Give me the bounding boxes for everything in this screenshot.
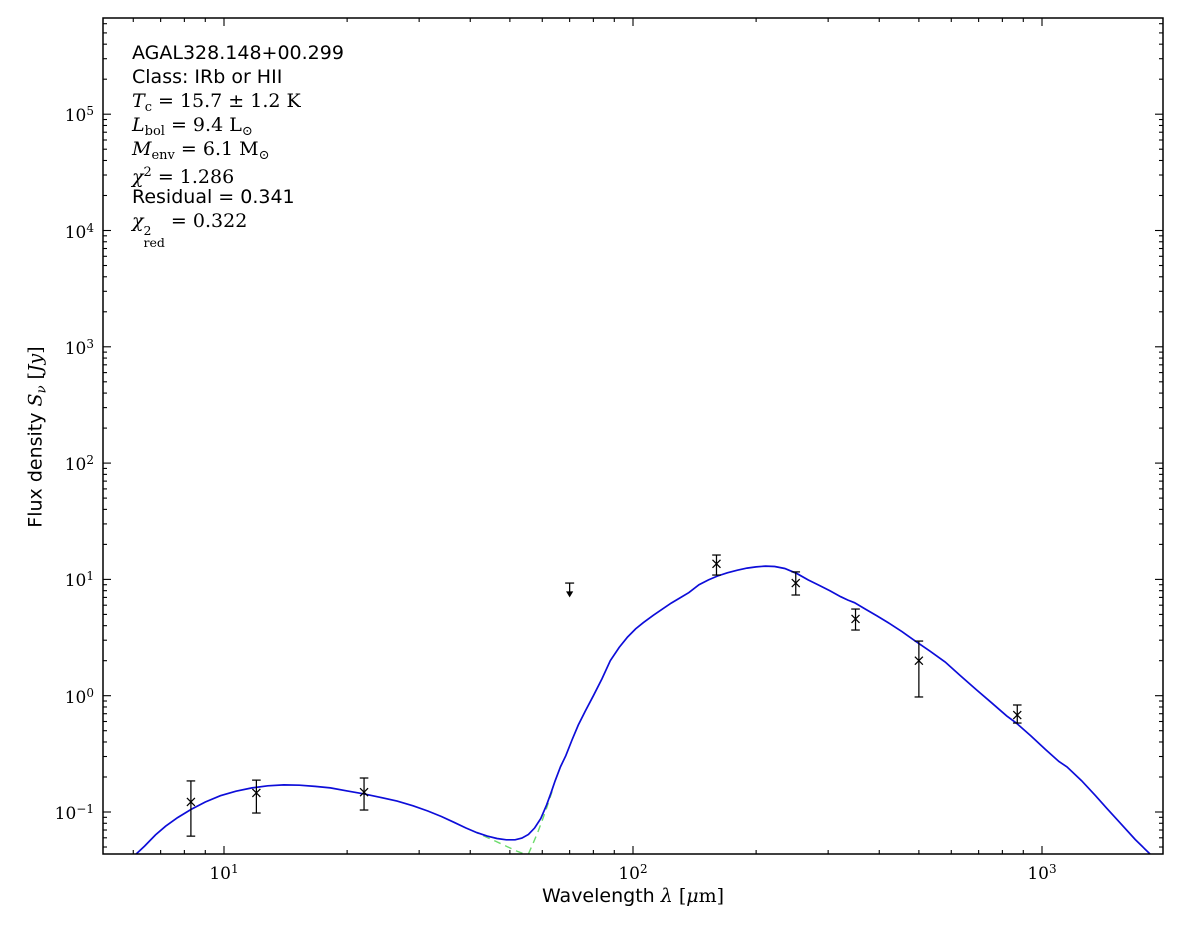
flux-symbol: S [24,393,47,407]
y-tick-label: 101 [30,566,94,591]
y-tick-label: 103 [30,334,94,359]
tick-exponent: 3 [86,336,94,351]
chi-symbol: χ [132,210,144,232]
x-marker [359,787,369,797]
y-tick-label: 102 [30,450,94,475]
annotation-box: AGAL328.148+00.299 Class: IRb or HII Tc … [132,41,344,249]
x-marker [851,614,860,624]
model-curves [135,565,1151,854]
mass-line: Menv = 6.1 M⊙ [132,137,344,163]
chi-exponent: 2 [143,165,152,180]
x-label-unit: m] [698,885,725,907]
data-point [1012,704,1022,724]
chi-symbol: χ [132,166,144,188]
tick-mantissa: 10 [618,864,640,884]
model-sed-curve [135,565,1151,854]
tick-exponent: 1 [86,569,94,584]
temperature-value: = 15.7 ± 1.2 K [151,90,301,112]
temperature-subscript: c [144,100,152,115]
chi-value: = 1.286 [151,166,235,188]
x-label-bracket: [ [672,885,687,907]
tick-mantissa: 10 [64,222,87,243]
tick-exponent: 3 [1049,862,1057,876]
data-point [186,780,196,837]
tick-mantissa: 10 [54,804,77,824]
sed-component-curve [472,830,525,854]
tick-exponent: 4 [86,220,94,235]
chi-red-value: = 0.322 [164,210,248,232]
tick-mantissa: 10 [1027,864,1049,884]
x-marker [251,788,261,798]
residual-line: Residual = 0.341 [132,186,295,208]
x-tick-label: 103 [1027,859,1056,884]
x-marker [186,797,196,807]
luminosity-symbol: L [132,114,145,136]
tick-exponent: 1 [231,862,239,876]
plot-frame [102,17,1164,855]
y-label-bracket: ] [24,346,47,354]
source-name: AGAL328.148+00.299 [132,42,344,64]
tick-mantissa: 10 [64,338,87,359]
tick-exponent: 2 [86,453,94,468]
x-marker [712,559,721,569]
sun-symbol: ⊙ [258,148,270,163]
data-point [791,571,801,596]
tick-mantissa: 10 [64,687,87,708]
y-label-unit: Jy [24,353,47,373]
tick-mantissa: 10 [209,864,231,884]
x-marker [791,578,801,588]
temperature-line: Tc = 15.7 ± 1.2 K [132,89,344,115]
mass-value: = 6.1 M [174,138,259,160]
y-tick-label: 100 [30,683,94,708]
chi-red-subscript: red [143,235,165,250]
x-axis-label: Wavelength λ [μm] [542,885,724,907]
y-tick-label: 104 [30,218,94,243]
chi-squared-reduced-line: χ 2 red = 0.322 [132,209,344,249]
sun-symbol: ⊙ [241,124,253,139]
x-label-text: Wavelength [541,885,661,907]
data-point [851,608,860,631]
mass-symbol: M [132,138,152,160]
luminosity-value: = 9.4 L [164,114,242,136]
chi-red-supsub: 2 red [143,223,165,250]
chi-squared-line: χ2 = 1.286 [132,161,344,188]
tick-exponent: 2 [640,862,648,876]
upper-limit-marker [565,582,575,598]
x-tick-label: 102 [618,859,647,884]
y-label-text: Flux density [24,406,47,528]
x-tick-label: 101 [209,859,238,884]
mu-symbol: μ [686,885,699,907]
y-axis-label: Flux density Sν [Jy] [25,346,50,527]
photometry-points [186,554,1022,837]
luminosity-line: Lbol = 9.4 L⊙ [132,113,344,139]
y-tick-label: 105 [30,101,94,126]
mass-subscript: env [151,148,175,163]
x-marker [1012,710,1022,720]
y-label-bracket: [ [24,372,47,386]
tick-mantissa: 10 [64,455,87,476]
data-point [712,554,721,576]
tick-exponent: −1 [76,802,94,816]
tick-mantissa: 10 [64,106,87,127]
chi-red-exponent: 2 [143,223,152,238]
temperature-symbol: T [132,90,145,112]
tick-exponent: 0 [86,685,94,700]
luminosity-subscript: bol [144,124,165,139]
nu-subscript: ν [34,385,50,394]
lambda-symbol: λ [660,885,673,907]
tick-mantissa: 10 [64,571,87,592]
x-marker [914,656,924,666]
data-point [251,779,261,814]
tick-exponent: 5 [86,104,94,119]
data-point [359,777,369,811]
data-point [914,640,924,698]
class-label: Class: IRb or HII [132,66,283,88]
y-tick-label: 10−1 [30,799,94,824]
